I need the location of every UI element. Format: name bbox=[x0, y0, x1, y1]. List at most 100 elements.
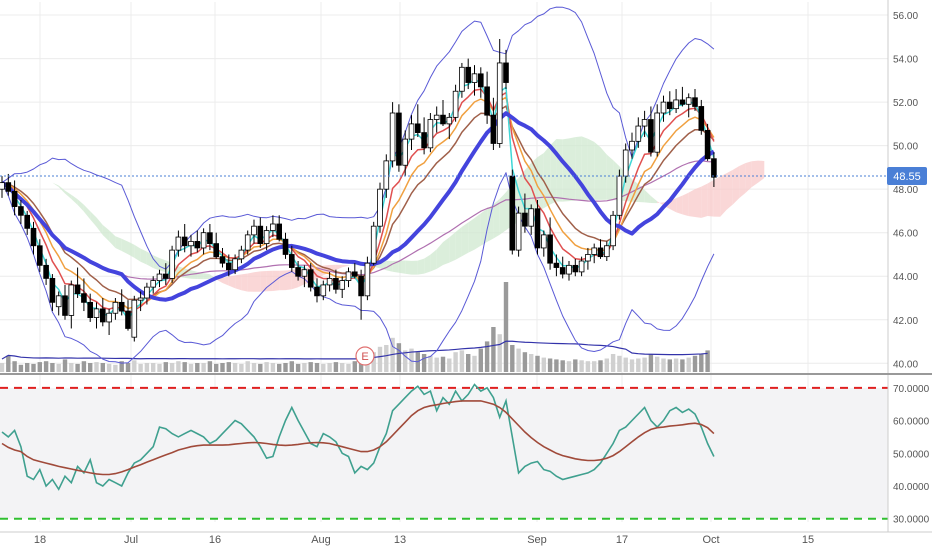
candle[interactable] bbox=[213, 232, 220, 259]
candle[interactable] bbox=[673, 89, 679, 113]
candle[interactable] bbox=[156, 269, 163, 288]
candle[interactable] bbox=[496, 39, 503, 148]
candle[interactable] bbox=[679, 86, 686, 107]
candle[interactable] bbox=[106, 308, 112, 335]
candle[interactable] bbox=[125, 300, 131, 331]
candle[interactable] bbox=[288, 245, 295, 272]
candle[interactable] bbox=[339, 276, 345, 298]
candle[interactable] bbox=[698, 99, 705, 135]
candle[interactable] bbox=[377, 182, 383, 233]
candle[interactable] bbox=[0, 176, 5, 198]
candle[interactable] bbox=[610, 210, 616, 251]
candle[interactable] bbox=[270, 215, 276, 238]
candle[interactable] bbox=[74, 267, 81, 298]
candle[interactable] bbox=[408, 115, 415, 150]
candle[interactable] bbox=[169, 245, 175, 283]
candle[interactable] bbox=[333, 269, 339, 294]
candle[interactable] bbox=[648, 106, 654, 157]
candle[interactable] bbox=[654, 104, 660, 157]
candle[interactable] bbox=[112, 298, 119, 320]
candle[interactable] bbox=[477, 67, 484, 98]
candle[interactable] bbox=[118, 289, 125, 316]
candle[interactable] bbox=[402, 130, 408, 177]
candle[interactable] bbox=[440, 99, 446, 127]
candle[interactable] bbox=[711, 152, 717, 187]
candle[interactable] bbox=[566, 261, 572, 281]
candle[interactable] bbox=[238, 245, 245, 264]
candle[interactable] bbox=[295, 261, 301, 281]
candle[interactable] bbox=[345, 267, 352, 288]
candle[interactable] bbox=[24, 210, 30, 235]
candle[interactable] bbox=[100, 298, 106, 327]
candle[interactable] bbox=[604, 241, 610, 261]
candle[interactable] bbox=[641, 110, 648, 137]
candle[interactable] bbox=[484, 71, 490, 124]
candle[interactable] bbox=[629, 132, 635, 159]
candle[interactable] bbox=[522, 193, 528, 233]
candle[interactable] bbox=[427, 113, 434, 153]
candle[interactable] bbox=[244, 230, 251, 255]
candle[interactable] bbox=[18, 200, 24, 224]
candle[interactable] bbox=[207, 224, 213, 251]
candle[interactable] bbox=[597, 239, 604, 259]
candle[interactable] bbox=[282, 232, 289, 259]
candle[interactable] bbox=[585, 247, 591, 270]
candle[interactable] bbox=[93, 302, 100, 329]
candle[interactable] bbox=[553, 254, 560, 277]
candle[interactable] bbox=[383, 154, 390, 198]
candle[interactable] bbox=[503, 49, 509, 90]
candle[interactable] bbox=[326, 271, 333, 292]
candle[interactable] bbox=[547, 217, 553, 270]
candle[interactable] bbox=[490, 97, 497, 150]
candle[interactable] bbox=[175, 230, 182, 257]
candle[interactable] bbox=[263, 226, 270, 251]
candle[interactable] bbox=[200, 228, 207, 255]
candle[interactable] bbox=[307, 263, 314, 292]
candle[interactable] bbox=[358, 269, 364, 320]
candle[interactable] bbox=[578, 256, 585, 277]
candle[interactable] bbox=[364, 256, 371, 301]
candle[interactable] bbox=[301, 265, 308, 288]
candle[interactable] bbox=[232, 254, 238, 275]
candle[interactable] bbox=[635, 117, 642, 148]
candle[interactable] bbox=[62, 284, 68, 320]
candle[interactable] bbox=[465, 58, 471, 90]
candle[interactable] bbox=[68, 280, 75, 329]
candle[interactable] bbox=[5, 173, 12, 196]
candle[interactable] bbox=[559, 256, 566, 279]
candle[interactable] bbox=[30, 221, 37, 255]
candle[interactable] bbox=[446, 113, 453, 140]
candle[interactable] bbox=[685, 93, 692, 118]
candle[interactable] bbox=[692, 89, 698, 111]
candle[interactable] bbox=[572, 258, 579, 277]
candle[interactable] bbox=[257, 217, 264, 248]
candle[interactable] bbox=[541, 230, 547, 257]
candle[interactable] bbox=[591, 243, 597, 264]
candle[interactable] bbox=[162, 263, 169, 285]
candle[interactable] bbox=[509, 169, 516, 255]
candle[interactable] bbox=[251, 219, 257, 244]
candle[interactable] bbox=[276, 215, 282, 242]
candle[interactable] bbox=[515, 206, 522, 257]
candle[interactable] bbox=[471, 65, 478, 96]
candle[interactable] bbox=[144, 282, 150, 305]
candle[interactable] bbox=[433, 106, 440, 133]
candle[interactable] bbox=[87, 293, 94, 322]
candle[interactable] bbox=[459, 62, 465, 98]
candle[interactable] bbox=[137, 291, 144, 312]
candle[interactable] bbox=[55, 291, 62, 316]
earnings-marker[interactable] bbox=[355, 346, 375, 366]
candle[interactable] bbox=[396, 104, 402, 172]
candle[interactable] bbox=[534, 200, 541, 255]
candle[interactable] bbox=[188, 234, 194, 257]
candle[interactable] bbox=[225, 254, 232, 277]
candle[interactable] bbox=[131, 295, 138, 342]
candle[interactable] bbox=[181, 224, 188, 253]
candle[interactable] bbox=[370, 221, 377, 266]
candle[interactable] bbox=[351, 263, 358, 279]
candle[interactable] bbox=[37, 239, 43, 272]
candle[interactable] bbox=[314, 278, 320, 303]
candle[interactable] bbox=[421, 117, 427, 155]
candle[interactable] bbox=[219, 247, 226, 268]
candle[interactable] bbox=[150, 276, 157, 294]
